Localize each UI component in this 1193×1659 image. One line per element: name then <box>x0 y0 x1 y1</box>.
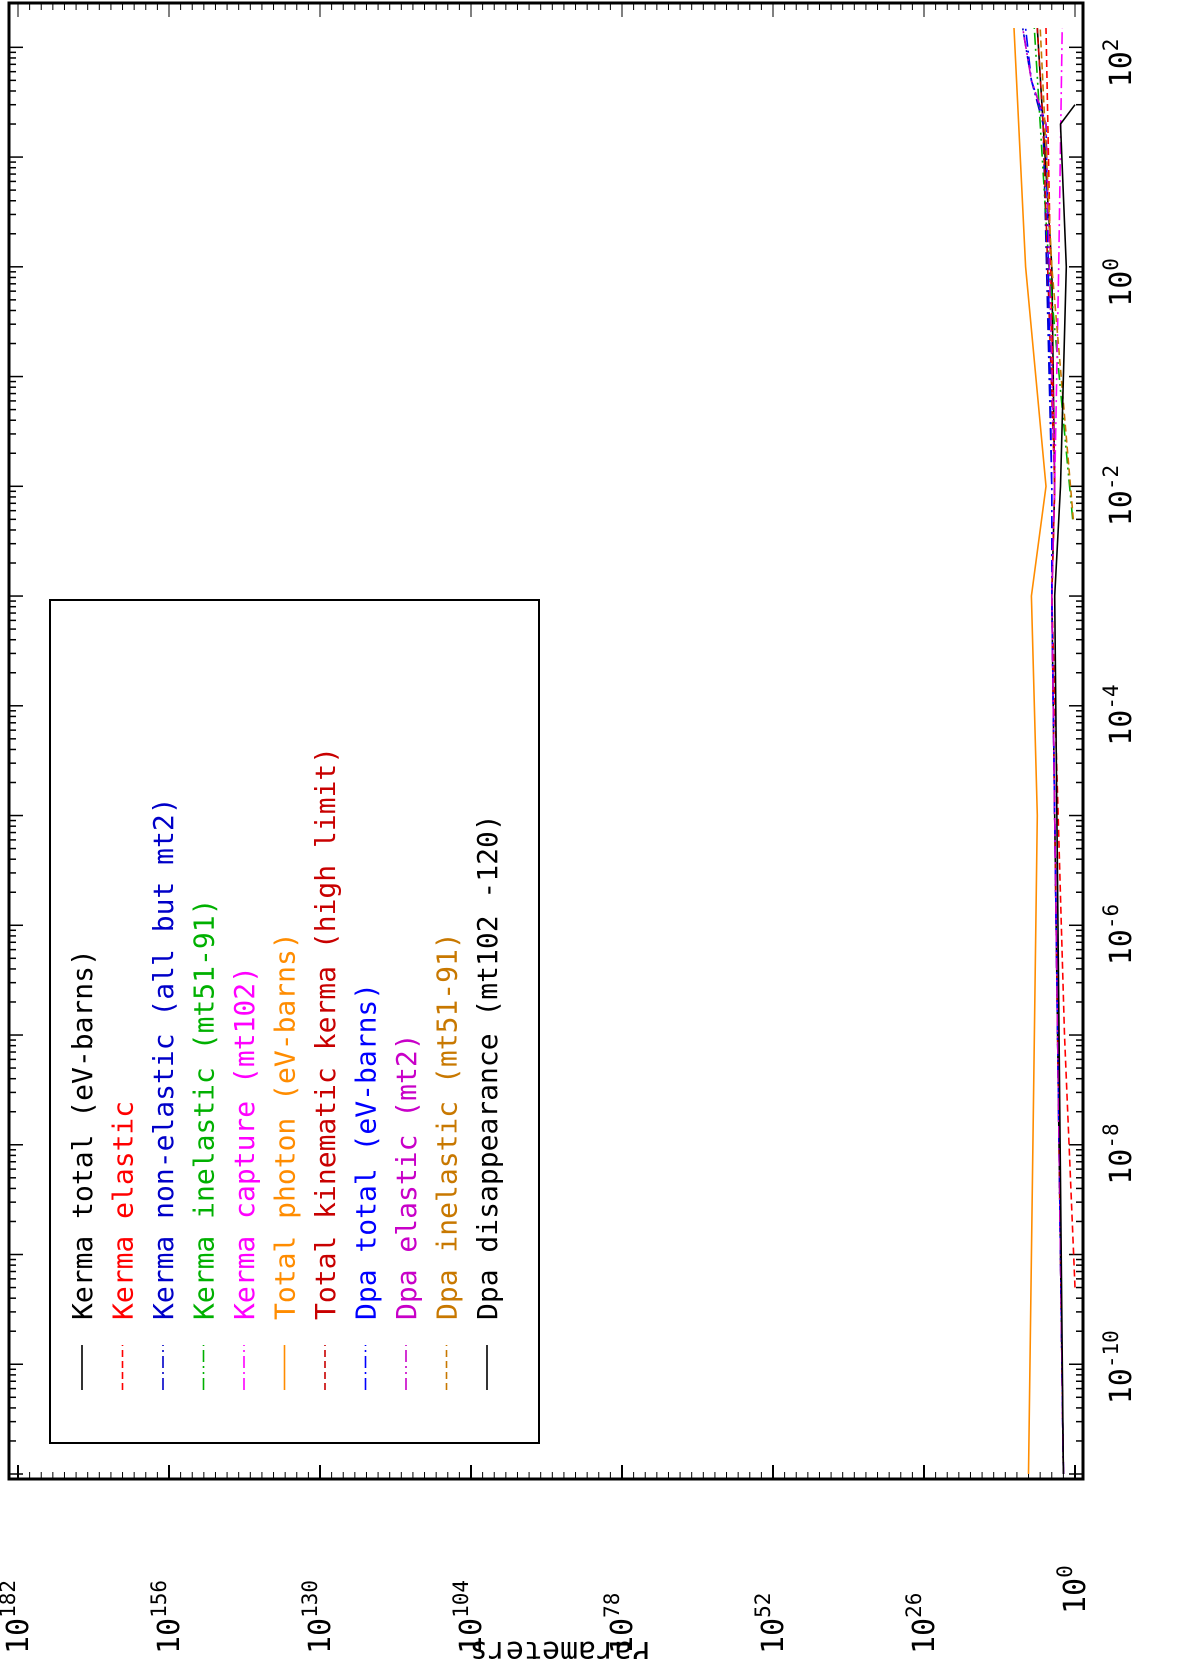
x-tick-mantissa: 10 <box>1104 271 1139 307</box>
y-tick-label: 10156 <box>147 1580 187 1654</box>
x-tick-label: 10-8 <box>1099 1123 1139 1184</box>
legend-box <box>49 599 540 1444</box>
y-axis-label: Parameters <box>470 1634 651 1659</box>
legend-label: Kerma elastic <box>107 1101 140 1320</box>
y-tick-exponent: 78 <box>600 1593 624 1618</box>
x-axis-ticks <box>9 46 1083 1475</box>
y-tick-mantissa: 10 <box>756 1618 791 1654</box>
svg-text:10-4: 10-4 <box>1099 684 1139 745</box>
series-line-2 <box>1045 27 1076 1288</box>
svg-text:10156: 10156 <box>147 1580 187 1654</box>
x-tick-label: 10-10 <box>1099 1330 1139 1404</box>
y-tick-exponent: 130 <box>298 1580 322 1618</box>
y-tick-label: 1078 <box>600 1593 640 1654</box>
x-tick-label: 102 <box>1099 39 1139 88</box>
svg-text:100: 100 <box>1053 1565 1093 1614</box>
series-line-7 <box>1036 27 1065 1475</box>
y-tick-exponent: 104 <box>449 1580 473 1618</box>
svg-text:10-8: 10-8 <box>1099 1123 1139 1184</box>
svg-text:10104: 10104 <box>449 1580 489 1654</box>
y-axis-ticks <box>17 3 1076 1479</box>
y-tick-exponent: 52 <box>751 1593 775 1618</box>
svg-text:10-2: 10-2 <box>1099 465 1139 526</box>
x-tick-exponent: 0 <box>1099 258 1123 271</box>
legend-label: Kerma total (eV-barns) <box>66 949 99 1320</box>
svg-text:10-10: 10-10 <box>1099 1330 1139 1404</box>
x-tick-mantissa: 10 <box>1104 51 1139 87</box>
legend-label: Dpa inelastic (mt51-91) <box>431 932 464 1320</box>
series-line-10 <box>1039 27 1075 520</box>
svg-text:10182: 10182 <box>0 1580 36 1654</box>
series-line-5 <box>1050 27 1065 1475</box>
x-tick-label: 100 <box>1099 258 1139 307</box>
legend-label: Kerma inelastic (mt51-91) <box>188 899 221 1320</box>
legend-label: Dpa elastic (mt2) <box>390 1033 423 1320</box>
series-line-4 <box>1033 27 1074 520</box>
svg-text:102: 102 <box>1099 39 1139 88</box>
legend-label: Total kinematic kerma (high limit) <box>309 747 342 1320</box>
x-tick-exponent: -8 <box>1099 1123 1123 1148</box>
x-tick-exponent: -4 <box>1099 684 1123 709</box>
x-tick-label: 10-6 <box>1099 904 1139 965</box>
legend-label: Kerma non-elastic (all but mt2) <box>147 797 180 1320</box>
svg-text:1026: 1026 <box>902 1593 942 1654</box>
series-line-3 <box>1021 27 1065 1475</box>
y-tick-label: 1026 <box>902 1593 942 1654</box>
x-tick-exponent: -2 <box>1099 465 1123 490</box>
plot-frame <box>7 1 1085 1481</box>
x-tick-label: 10-4 <box>1099 684 1139 745</box>
legend-entries: Kerma total (eV-barns) Kerma elastic Kerma… <box>66 747 504 1390</box>
svg-text:10-6: 10-6 <box>1099 904 1139 965</box>
x-tick-label: 10-2 <box>1099 465 1139 526</box>
y-tick-mantissa: 10 <box>1 1618 36 1654</box>
svg-text:100: 100 <box>1099 258 1139 307</box>
y-tick-exponent: 0 <box>1053 1565 1077 1578</box>
x-tick-exponent: 2 <box>1099 39 1123 52</box>
series-line-8 <box>1024 27 1065 1475</box>
legend-label: Dpa disappearance (mt102 -120) <box>471 814 504 1320</box>
y-tick-mantissa: 10 <box>303 1618 338 1654</box>
y-tick-exponent: 156 <box>147 1580 171 1618</box>
y-tick-mantissa: 10 <box>605 1618 640 1654</box>
x-tick-exponent: -6 <box>1099 904 1123 929</box>
series-line-6 <box>1013 27 1047 1475</box>
legend-label: Kerma capture (mt102) <box>228 966 261 1320</box>
series-line-9 <box>1021 27 1065 1475</box>
series-line-11 <box>1053 104 1076 1475</box>
y-tick-label: 10130 <box>298 1580 338 1654</box>
y-tick-exponent: 26 <box>902 1593 926 1618</box>
svg-text:1052: 1052 <box>751 1593 791 1654</box>
y-tick-label: 10104 <box>449 1580 489 1654</box>
series-lines <box>1013 27 1076 1475</box>
svg-text:1078: 1078 <box>600 1593 640 1654</box>
y-tick-mantissa: 10 <box>1058 1578 1093 1614</box>
x-tick-mantissa: 10 <box>1104 1368 1139 1404</box>
legend: Kerma total (eV-barns) Kerma elastic Kerma… <box>49 599 540 1444</box>
legend-label: Total photon (eV-barns) <box>269 932 302 1320</box>
y-tick-label: 10182 <box>0 1580 36 1654</box>
svg-text:10130: 10130 <box>298 1580 338 1654</box>
legend-label: Dpa total (eV-barns) <box>350 983 383 1320</box>
y-tick-mantissa: 10 <box>454 1618 489 1654</box>
y-tick-mantissa: 10 <box>152 1618 187 1654</box>
y-tick-label: 100 <box>1053 1565 1093 1614</box>
y-tick-exponent: 182 <box>0 1580 20 1618</box>
x-tick-exponent: -10 <box>1099 1330 1123 1368</box>
x-tick-mantissa: 10 <box>1104 490 1139 526</box>
x-tick-mantissa: 10 <box>1104 929 1139 965</box>
x-tick-mantissa: 10 <box>1104 1149 1139 1185</box>
y-tick-mantissa: 10 <box>907 1618 942 1654</box>
y-tick-label: 1052 <box>751 1593 791 1654</box>
x-tick-mantissa: 10 <box>1104 710 1139 746</box>
